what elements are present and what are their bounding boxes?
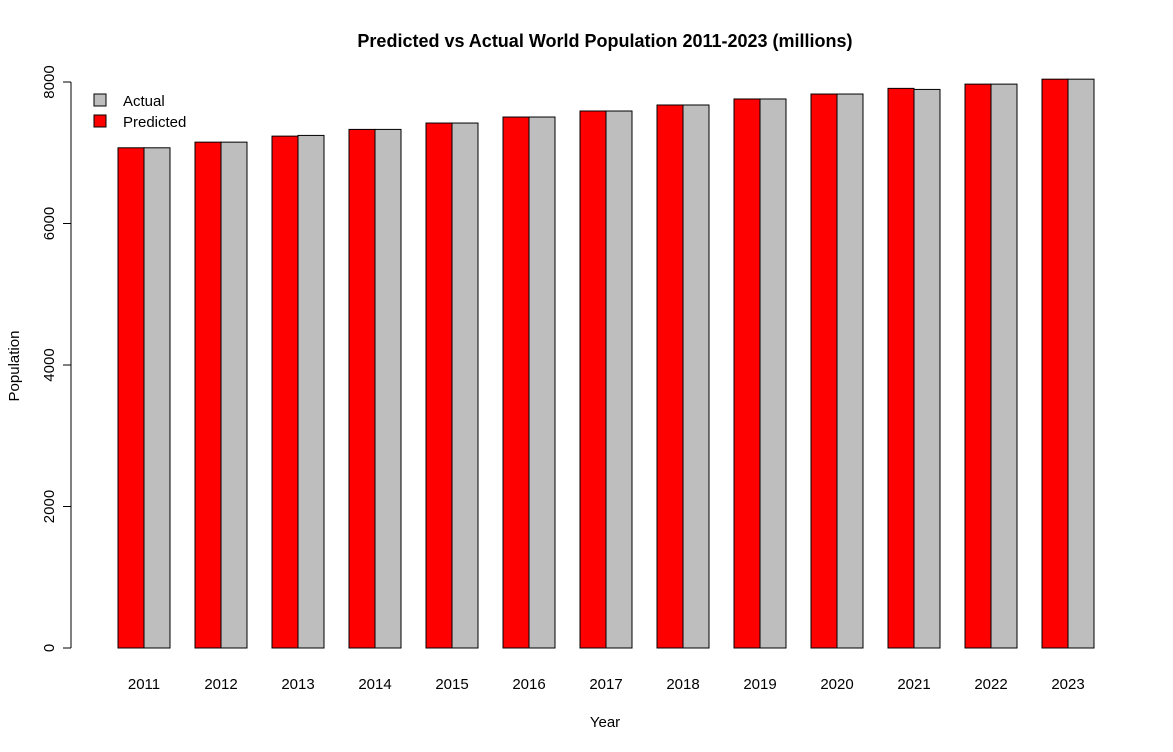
bar-actual-2014	[374, 128, 402, 649]
x-tick-label-2011: 2011	[128, 676, 160, 693]
legend-swatch-predicted	[93, 114, 107, 128]
y-tick-label-1: 2000	[41, 490, 58, 523]
x-tick-label-2013: 2013	[281, 676, 314, 693]
bar-actual-2016	[528, 116, 556, 649]
y-tick-label-0: 0	[41, 644, 58, 652]
x-tick-label-2021: 2021	[897, 676, 930, 693]
bar-actual-2017	[605, 110, 633, 649]
x-tick-label-2012: 2012	[204, 676, 237, 693]
bar-actual-2018	[682, 104, 710, 649]
x-tick-label-2014: 2014	[358, 676, 391, 693]
x-tick-label-2016: 2016	[512, 676, 545, 693]
x-tick-label-2018: 2018	[666, 676, 699, 693]
bar-predicted-2012	[194, 141, 222, 649]
y-axis-label: Population	[6, 331, 23, 402]
bar-actual-2023	[1067, 78, 1095, 649]
bar-predicted-2014	[348, 128, 376, 649]
x-tick-label-2017: 2017	[589, 676, 622, 693]
legend-swatch-actual	[93, 93, 107, 107]
legend-label-actual: Actual	[123, 93, 165, 110]
bar-group	[117, 78, 1095, 649]
bar-predicted-2020	[810, 93, 838, 649]
x-tick-label-2020: 2020	[820, 676, 853, 693]
bar-predicted-2021	[887, 87, 915, 649]
chart-title: Predicted vs Actual World Population 201…	[357, 31, 852, 51]
bar-predicted-2013	[271, 135, 299, 649]
x-tick-label-2019: 2019	[743, 676, 776, 693]
x-tick-label-2015: 2015	[435, 676, 468, 693]
x-tick-label-2023: 2023	[1051, 676, 1084, 693]
x-axis-tick-labels: 2011 2012 2013 2014 2015 2016 2017 2018 2019 2020…	[128, 676, 1085, 693]
bar-predicted-2022	[964, 83, 992, 649]
bar-actual-2022	[990, 83, 1018, 649]
bar-predicted-2023	[1041, 78, 1069, 649]
x-axis-label: Year	[590, 714, 620, 731]
bar-predicted-2015	[425, 122, 453, 649]
legend-label-predicted: Predicted	[123, 114, 186, 131]
bar-actual-2011	[143, 147, 171, 649]
bar-actual-2013	[297, 134, 325, 649]
bar-actual-2021	[913, 88, 941, 649]
bar-actual-2019	[759, 98, 787, 649]
y-tick-label-4: 8000	[41, 65, 58, 98]
y-tick-label-3: 6000	[41, 207, 58, 240]
bar-predicted-2011	[117, 147, 145, 649]
bar-actual-2012	[220, 141, 248, 649]
bar-predicted-2016	[502, 116, 530, 649]
y-tick-label-2: 4000	[41, 348, 58, 381]
bar-actual-2020	[836, 93, 864, 649]
x-tick-label-2022: 2022	[974, 676, 1007, 693]
bar-actual-2015	[451, 122, 479, 649]
bar-predicted-2017	[579, 110, 607, 649]
legend: Actual Predicted	[93, 93, 186, 131]
bar-predicted-2019	[733, 98, 761, 649]
y-axis-ticks: 0 2000 4000 6000 8000	[41, 65, 71, 652]
bar-predicted-2018	[656, 104, 684, 649]
